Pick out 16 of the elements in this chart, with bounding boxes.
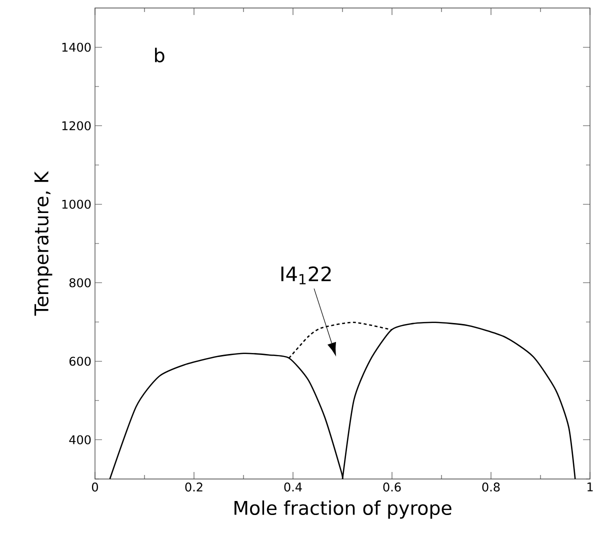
- annotation: b: [155, 48, 164, 62]
- annotation: I4$_{1}$22: [281, 266, 331, 284]
- x-tick-label: 1: [588, 482, 593, 492]
- x-tick-label: 0.4: [284, 482, 302, 492]
- y-tick-label: 400: [69, 435, 91, 444]
- y-tick-label: 600: [69, 356, 91, 366]
- y-tick-label: 800: [69, 278, 91, 288]
- y-tick-label: 1400: [62, 42, 91, 52]
- y-axis-title: Temperature, K: [34, 170, 52, 316]
- x-tick-label: 0.2: [185, 482, 202, 492]
- x-tick-label: 0.8: [482, 482, 500, 492]
- x-axis-title: Mole fraction of pyrope: [234, 500, 452, 519]
- y-tick-label: 1200: [62, 121, 91, 130]
- y-tick-label: 1000: [62, 200, 91, 209]
- x-tick-label: 0.6: [383, 482, 401, 492]
- x-tick-label: 0: [92, 482, 98, 492]
